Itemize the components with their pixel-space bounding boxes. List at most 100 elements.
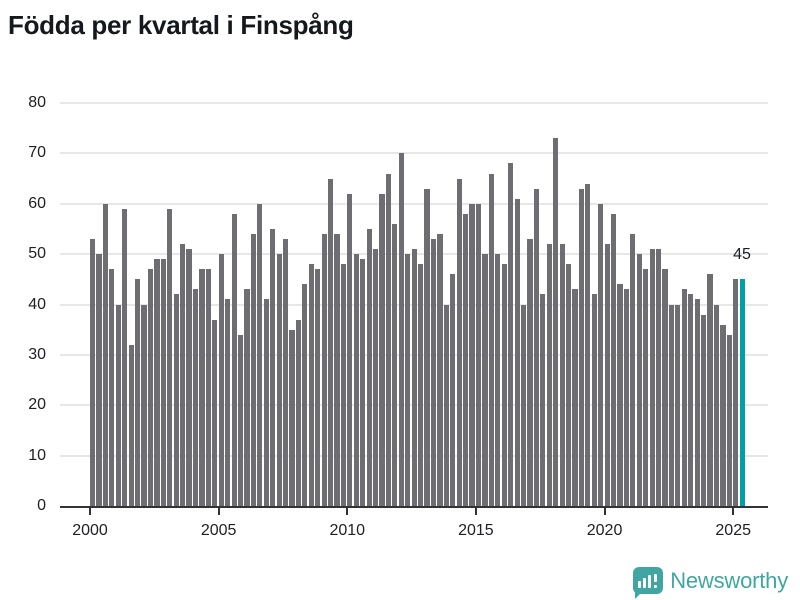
quarter-bar [585,183,591,506]
quarter-bar [192,289,199,506]
quarter-bar [527,239,533,506]
quarter-bar [469,203,475,506]
y-axis-tick-label: 10 [28,446,46,464]
quarter-bar [109,269,115,506]
y-axis-tick-label: 50 [28,245,46,263]
quarter-bar [540,294,546,506]
y-axis-tick-label: 40 [28,295,46,313]
quarter-bar [501,264,507,506]
quarter-bar [675,304,681,506]
quarter-bar [257,203,263,506]
quarter-bar [726,334,732,506]
quarter-bar [379,193,385,506]
quarter-bar [553,138,559,506]
quarter-bar [244,289,250,506]
quarter-bar [405,254,411,506]
quarter-bar [437,233,443,506]
quarter-bar [270,228,276,506]
logo-exclamation-icon [654,574,658,582]
newsworthy-logo: Newsworthy [633,567,788,599]
quarter-bar [282,239,289,506]
quarter-bar [591,294,597,506]
quarter-bar [147,269,154,506]
quarter-bar [681,289,687,506]
y-axis-tick-label: 0 [37,497,46,514]
x-axis-tick [89,508,91,515]
quarter-bar [424,188,430,506]
quarter-bar [218,254,224,506]
quarter-bar [623,289,630,506]
quarter-bar [559,244,565,506]
quarter-bar [572,289,578,506]
y-gridline [60,202,768,205]
logo-dot-icon [654,585,658,588]
quarter-bar [102,203,109,506]
quarter-bar [668,304,675,506]
x-axis-line [60,506,768,508]
quarter-bar [430,239,437,506]
quarter-bar [373,249,379,506]
newsworthy-logo-icon [633,567,664,599]
y-axis-tick-label: 70 [28,144,46,162]
quarter-bar [295,319,301,506]
quarter-bar [604,244,610,506]
quarter-bar [160,259,166,506]
quarter-bar [321,233,327,506]
quarter-bar [578,188,585,506]
quarter-bar [701,314,707,506]
x-axis-tick [217,508,220,515]
quarter-bar [327,178,334,506]
quarter-bar [141,304,147,506]
quarter-bar [353,254,359,506]
quarter-bar [565,264,572,506]
quarter-bar [643,269,649,506]
quarter-bar [115,304,121,506]
quarter-bar [495,254,501,506]
quarter-bar [656,249,662,506]
quarter-bar [411,249,417,506]
x-axis-tick-label: 2005 [200,522,237,539]
quarter-bar [546,244,552,506]
quarter-bar [366,228,372,506]
quarter-bar [707,274,713,506]
quarter-bar [231,213,237,506]
quarter-bar [488,173,494,506]
quarter-bar [514,198,520,506]
last-value-label: 45 [733,246,751,263]
x-axis-tick [732,508,735,515]
quarter-bar [212,319,218,506]
quarter-bar [180,244,186,506]
quarter-bar [482,254,488,506]
quarter-bar [128,344,134,506]
quarter-bar [598,203,604,506]
quarter-bar [617,284,623,506]
quarter-bar [610,213,617,506]
x-axis-tick [474,508,477,515]
quarter-bar [347,193,353,506]
quarter-bar [463,213,469,506]
quarter-bar [636,254,642,506]
quarter-bar [475,203,482,506]
quarter-bar [199,269,205,506]
quarter-bar [173,294,179,506]
quarter-bar [385,173,392,506]
quarter-bar [263,299,269,506]
quarter-bar [122,208,128,506]
quarter-bar [713,304,720,506]
y-axis-tick-label: 30 [28,345,46,363]
logo-bar-icon [648,575,652,588]
quarter-bar [649,249,655,506]
quarter-bar [662,269,668,506]
x-axis-tick-label: 2015 [458,522,494,539]
quarter-bar [456,178,462,506]
quarter-bar [720,324,726,506]
quarter-bar [96,254,102,506]
quarter-bar [533,188,539,506]
y-gridline [60,102,768,104]
x-axis-tick [603,508,606,515]
x-axis-tick-label: 2000 [72,522,108,539]
quarter-bar [733,279,739,506]
quarter-bar [289,329,295,506]
